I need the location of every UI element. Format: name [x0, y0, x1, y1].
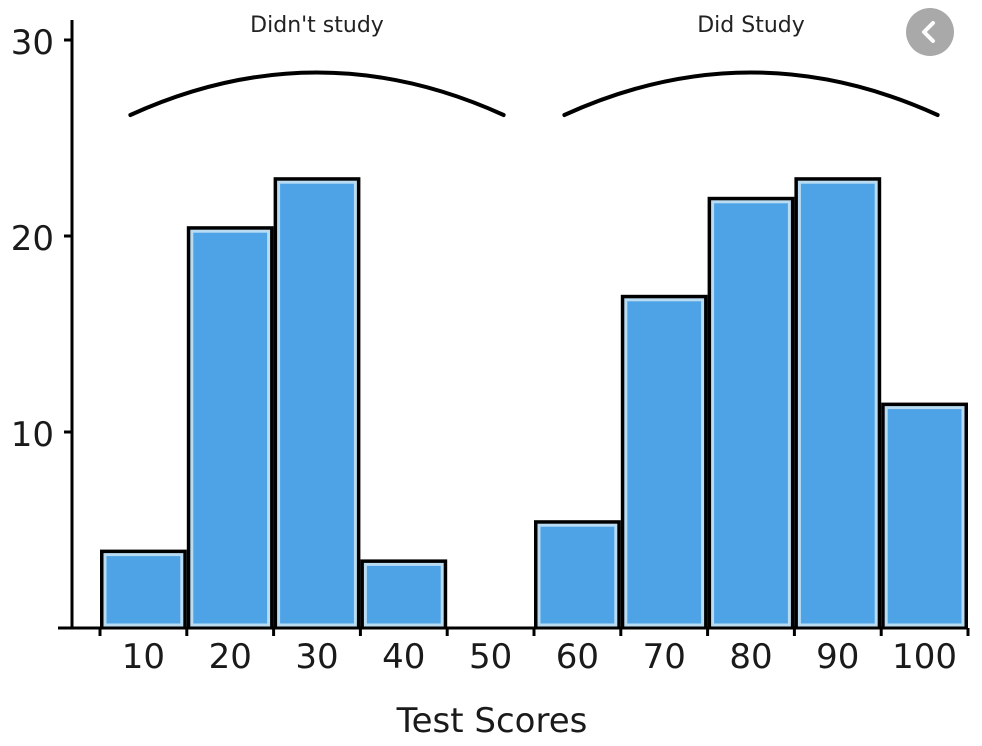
- x-tick-label: 80: [729, 637, 772, 677]
- x-tick-label: 70: [643, 637, 686, 677]
- x-tick-label: 60: [556, 637, 599, 677]
- chevron-left-icon: [922, 21, 935, 43]
- x-tick-label: 100: [892, 637, 957, 677]
- bar-10: [100, 549, 187, 628]
- x-axis-title: Test Scores: [396, 701, 588, 741]
- y-tick-label: 30: [11, 23, 54, 63]
- group-label: Did Study: [697, 13, 805, 38]
- bars-group: [100, 177, 968, 629]
- x-tick-label: 50: [469, 637, 512, 677]
- bar-30: [273, 177, 361, 628]
- bar-100: [881, 402, 968, 628]
- x-tick-label: 20: [209, 637, 252, 677]
- bar-20: [186, 226, 274, 628]
- bar-60: [534, 520, 621, 628]
- y-ticks-group: 10 20 30: [11, 23, 72, 455]
- bar-90: [794, 177, 882, 628]
- bar-80: [707, 196, 795, 629]
- bar-40: [360, 559, 448, 628]
- x-tick-label: 90: [816, 637, 859, 677]
- x-tick-label: 10: [122, 637, 165, 677]
- y-tick-label: 20: [11, 219, 54, 259]
- back-button[interactable]: [906, 8, 954, 56]
- y-tick-label: 10: [11, 415, 54, 455]
- bar-70: [620, 294, 708, 628]
- x-ticks-group: 10 20 30 40 50 60 70 80 90 100: [98, 628, 970, 677]
- group-bracket: [562, 70, 940, 117]
- axes-group: [58, 20, 968, 630]
- group-bracket: [128, 70, 506, 117]
- group-label: Didn't study: [250, 13, 384, 38]
- x-tick-label: 30: [295, 637, 338, 677]
- x-tick-label: 40: [382, 637, 425, 677]
- annotations-group: Didn't study Did Study: [128, 13, 940, 117]
